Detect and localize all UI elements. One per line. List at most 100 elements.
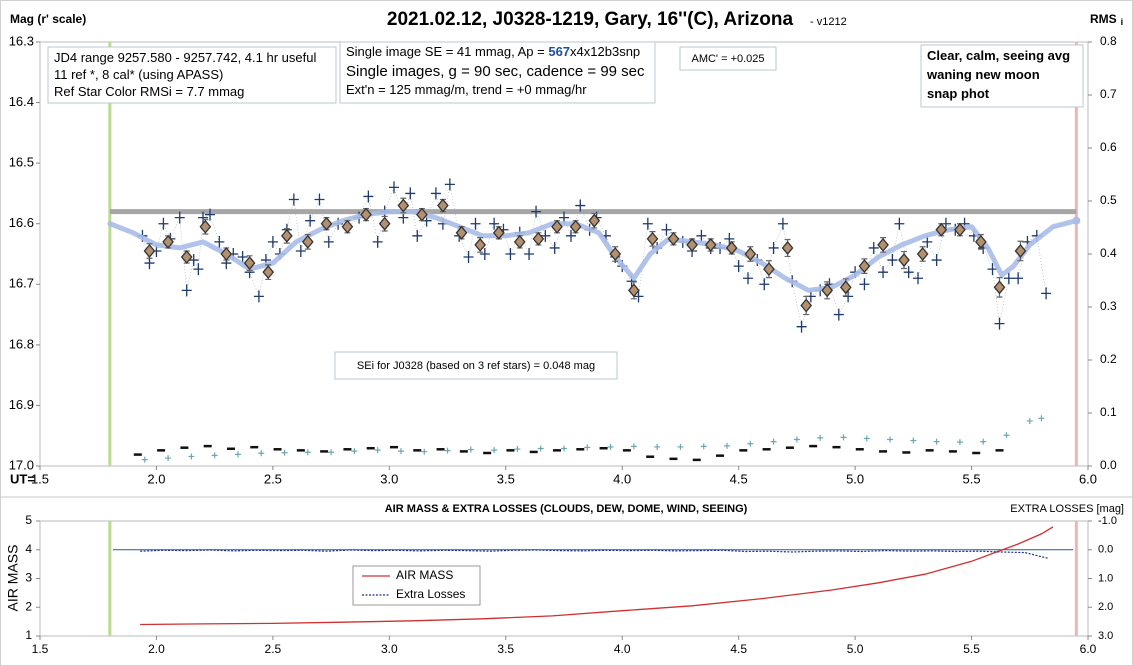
rms-point [374, 447, 381, 454]
annotation-text: waning new moon [926, 67, 1040, 82]
rms-point [491, 447, 498, 454]
image-point [859, 278, 870, 291]
image-point [267, 235, 278, 248]
bin-point [397, 198, 410, 213]
rms-point [1003, 432, 1010, 439]
legend-label: AIR MASS [396, 568, 453, 582]
bin-point [763, 262, 775, 277]
bin-point [492, 225, 505, 240]
x-tick-label: 6.0 [1079, 471, 1097, 486]
image-point [903, 266, 914, 279]
y2-tick-label: 0.0 [1100, 458, 1117, 472]
image-point [295, 244, 306, 257]
image-point [894, 217, 905, 230]
y-tick-label: 16.5 [9, 155, 34, 170]
annotation-text: Ext'n = 125 mmag/m, trend = +0 mmag/hr [346, 82, 587, 97]
image-point [314, 193, 325, 206]
image-point [363, 190, 374, 203]
x-tick-label: 5.5 [963, 471, 981, 486]
image-point [505, 248, 516, 260]
image-point [1003, 272, 1014, 285]
y2-axis-label: EXTRA LOSSES [mag] [1010, 503, 1124, 515]
image-point [540, 229, 551, 242]
rms-dash [599, 446, 608, 450]
annotation-segment: snap phot [927, 86, 990, 101]
bin-point [975, 234, 987, 249]
rms-point [933, 438, 940, 445]
annotation-text: AMC' = +0.025 [691, 53, 764, 65]
image-point [931, 254, 942, 267]
annotation-text: SEi for J0328 (based on 3 ref stars) = 0… [357, 360, 595, 372]
rms-dash [413, 449, 422, 452]
legend-label: Extra Losses [396, 587, 465, 601]
rms-point [887, 436, 894, 443]
rms-dash [180, 446, 189, 449]
rms-dash [855, 448, 864, 451]
rms-point [677, 443, 684, 450]
image-point [524, 248, 535, 260]
rms-dash [296, 449, 305, 452]
air-mass-line [140, 526, 1054, 626]
image-point [987, 263, 998, 276]
rms-dash [343, 448, 352, 451]
annotation-segment: Single images, g = 90 sec, cadence = 99 … [346, 63, 645, 80]
y2-tick-label: 0.8 [1100, 34, 1117, 48]
rms-dash [948, 450, 957, 453]
rms-point [817, 434, 824, 441]
y-tick-label: 16.3 [9, 33, 34, 48]
y-tick-label: 2 [25, 599, 32, 613]
bin-point [532, 231, 545, 246]
bin-point [704, 237, 717, 252]
annotation-highlight: 567 [548, 44, 570, 59]
rms-dash [646, 455, 655, 458]
rms-point [700, 443, 707, 450]
y-tick-label: 16.7 [9, 276, 34, 291]
image-point [724, 232, 735, 245]
image-point [463, 251, 474, 264]
y2-tick-label: 0.6 [1100, 140, 1117, 154]
rms-dash [902, 451, 911, 454]
bin-point [954, 222, 966, 237]
image-point [181, 284, 192, 297]
annotation-text: 11 ref *, 8 cal* (using APASS) [54, 67, 223, 82]
rms-dash [157, 449, 166, 452]
annotation-text: Single image SE = 41 mmag, Ap = 567x4x12… [346, 44, 640, 59]
bin-point [199, 219, 212, 234]
image-point [430, 187, 441, 200]
image-point [868, 241, 879, 254]
y2-tick-label: 1.0 [1098, 572, 1113, 584]
x-tick-label: 2.5 [264, 471, 282, 486]
image-point [575, 199, 586, 212]
annotation-box [920, 44, 1084, 108]
rms-dash [366, 446, 375, 450]
rms-point [281, 449, 288, 456]
image-point [193, 263, 204, 276]
bin-point [243, 256, 256, 271]
annotation-segment: SEi for J0328 (based on 3 ref stars) = 0… [357, 360, 595, 372]
rms-dash [436, 448, 445, 451]
rms-point [770, 438, 777, 445]
image-point [833, 308, 844, 321]
rms-point [421, 448, 428, 455]
bin-point [800, 298, 813, 313]
x-tick-label: 5.5 [963, 642, 980, 656]
bin-point [898, 253, 910, 268]
rms-dash [320, 450, 329, 453]
image-point [922, 235, 933, 248]
bin-point [877, 237, 889, 252]
image-point [388, 181, 399, 194]
y2-label-main: RMS [1090, 12, 1117, 26]
version-label: - v1212 [810, 16, 847, 28]
annotation-segment: Ref Star Color RMSi = 7.7 mmag [54, 84, 244, 99]
rms-dash [273, 448, 282, 451]
image-point [158, 217, 169, 230]
image-point [174, 211, 185, 224]
y2-tick-label: 2.0 [1098, 601, 1113, 613]
rms-point [258, 450, 265, 457]
rms-point [980, 438, 987, 445]
image-point [205, 208, 216, 221]
annotation-segment: JD4 range 9257.580 - 9257.742, 4.1 hr us… [54, 50, 316, 65]
annotation-text: JD4 range 9257.580 - 9257.742, 4.1 hr us… [54, 50, 316, 65]
bin-point [686, 237, 698, 252]
image-point [198, 211, 209, 224]
